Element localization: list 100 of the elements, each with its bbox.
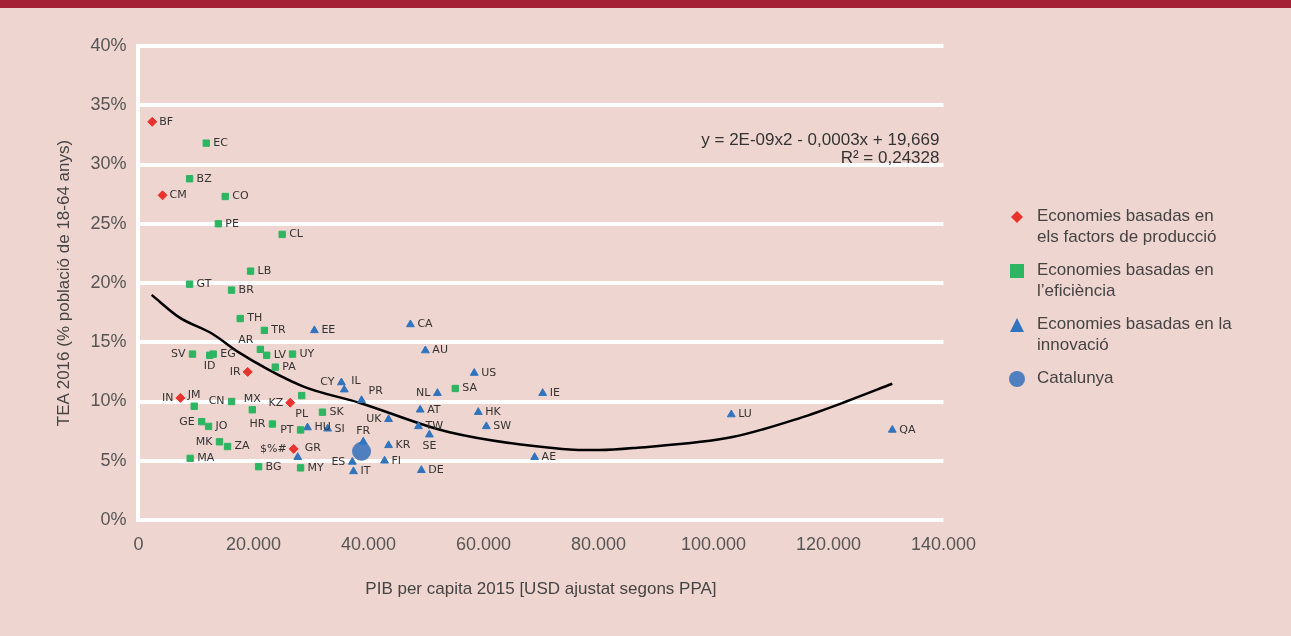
x-tick-label: 20.000 [225, 533, 281, 554]
annotation: AT [427, 402, 441, 416]
point [887, 424, 897, 433]
annotation: PL [295, 407, 309, 421]
legend-label: Economies basadas en la innovació [1037, 313, 1233, 355]
annotation: UY [299, 346, 315, 360]
annotation: SI [334, 421, 345, 435]
annotation: KZ [268, 395, 284, 409]
annotation: IT [360, 464, 371, 478]
annotation: CM [169, 188, 187, 202]
annotation: MY [307, 460, 325, 474]
y-tick-label: 15% [90, 331, 127, 352]
annotation: CY [320, 375, 335, 389]
point [415, 404, 425, 413]
annotation: KR [395, 438, 411, 452]
point [347, 456, 357, 465]
x-tick-label: 80.000 [570, 533, 626, 554]
point [416, 465, 426, 473]
point [190, 402, 198, 410]
annotation: PA [282, 359, 297, 373]
y-tick-label: 40% [90, 34, 127, 55]
point [285, 397, 296, 408]
x-axis-title: PIB per capita 2015 [USD ajustat segons PPA] [365, 579, 717, 599]
x-tick-label: 120.000 [795, 533, 861, 554]
point [157, 190, 168, 201]
annotation: TR [270, 323, 287, 337]
point [357, 395, 366, 404]
point [451, 384, 459, 393]
annotation: IE [549, 386, 560, 400]
point [198, 417, 206, 426]
annotation: PT [280, 422, 294, 436]
y-tick-label: 20% [90, 271, 127, 292]
point [481, 421, 491, 430]
point [380, 455, 389, 464]
point [223, 442, 232, 451]
annotation: HK [485, 405, 502, 419]
annotation: SE [422, 438, 437, 452]
annotation: DE [428, 463, 444, 477]
point [288, 350, 297, 358]
point [175, 392, 186, 403]
line-series [150, 293, 894, 452]
annotation: LB [257, 264, 272, 278]
point [214, 220, 223, 228]
point [202, 139, 210, 147]
point [384, 440, 393, 449]
y-axis-title: TEA 2016 (% població de 18-64 anys) [53, 139, 73, 427]
annotation: SK [329, 405, 345, 419]
point [246, 267, 255, 275]
y-tick-label: 0% [100, 508, 127, 529]
annotation: MX [243, 391, 262, 405]
annotation: QA [899, 422, 916, 436]
annotation: GR [304, 441, 322, 455]
point [278, 230, 286, 239]
point [384, 414, 393, 423]
annotation: NL [416, 386, 432, 400]
point [215, 438, 224, 446]
annotation: JO [214, 419, 228, 433]
point [309, 325, 319, 334]
point [339, 384, 349, 393]
x-tick-label: 100.000 [680, 533, 746, 554]
annotation: ZA [234, 439, 251, 453]
point [293, 452, 303, 460]
point [147, 116, 158, 127]
point [204, 422, 213, 431]
point [530, 452, 540, 460]
annotation: EE [321, 323, 336, 337]
point [349, 466, 358, 475]
y-tick-label: 25% [90, 212, 127, 233]
legend-label: Economies basadas en els factors de producció [1037, 205, 1218, 247]
legend-label: Economies basadas en l’eficiència [1037, 259, 1215, 301]
point [221, 192, 229, 201]
annotation: CO [232, 189, 249, 203]
x-tick-label: 0 [133, 533, 144, 554]
x-tick-label: 140.000 [910, 533, 977, 554]
annotation: BF [159, 114, 174, 128]
annotation: TH [246, 311, 263, 325]
point [262, 351, 271, 359]
point [185, 175, 194, 183]
annotation: CN [208, 394, 225, 408]
point [318, 408, 327, 416]
point [227, 286, 236, 294]
annotation: IR [229, 364, 242, 378]
point [337, 377, 346, 386]
y-tick-label: 30% [90, 153, 127, 174]
point [186, 454, 194, 463]
point [248, 406, 256, 414]
x-tick-label: 40.000 [340, 533, 396, 554]
point [473, 407, 483, 415]
annotation: MK [195, 434, 214, 448]
point [352, 441, 372, 461]
point [296, 426, 305, 434]
annotation: AU [432, 343, 448, 357]
annotation: ES [331, 454, 346, 468]
annotation: US [481, 365, 497, 379]
point [433, 388, 442, 396]
point [236, 314, 244, 323]
annotation: SV [170, 346, 186, 360]
annotation: IN [161, 390, 174, 404]
point [271, 363, 279, 371]
legend-label: Catalunya [1037, 367, 1114, 388]
